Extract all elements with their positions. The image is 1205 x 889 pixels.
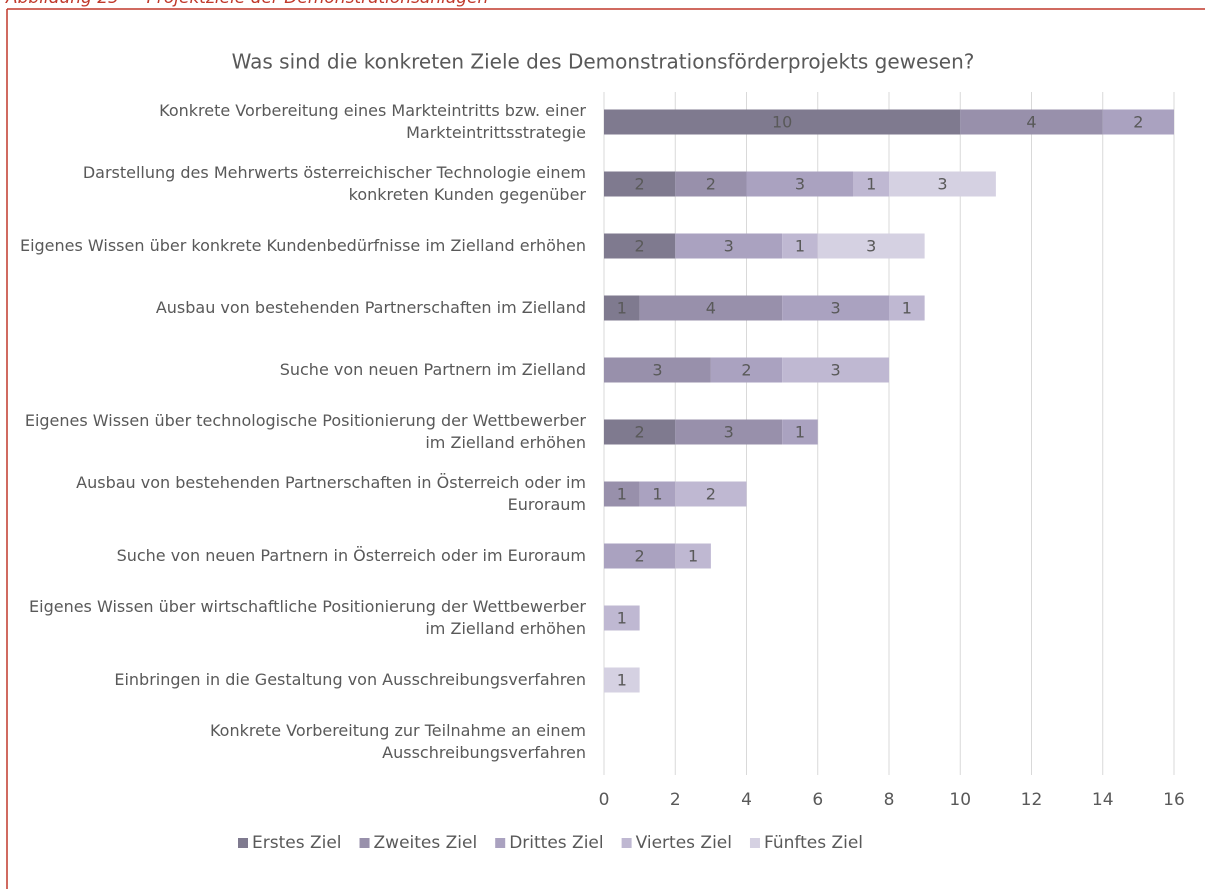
data-label: 2 xyxy=(741,361,751,380)
bar-segment xyxy=(1102,109,1174,135)
data-label: 3 xyxy=(724,423,734,442)
bar-segment xyxy=(710,357,783,383)
data-label: 3 xyxy=(866,237,876,256)
data-label: 3 xyxy=(830,361,840,380)
category-label: Ausbau von bestehenden Partnerschaften i… xyxy=(155,298,586,317)
bar-segment xyxy=(889,295,925,321)
category-label: Eigenes Wissen über wirtschaftliche Posi… xyxy=(29,597,586,638)
category-label: Konkrete Vorbereitung zur Teilnahme an e… xyxy=(209,721,586,762)
bar-segment xyxy=(960,109,1103,135)
data-label: 4 xyxy=(706,299,716,318)
bar-segment xyxy=(604,109,961,135)
data-label: 3 xyxy=(937,175,947,194)
data-label: 2 xyxy=(1133,113,1143,132)
data-label: 1 xyxy=(688,547,698,566)
x-tick-label: 10 xyxy=(949,790,971,810)
data-label: 2 xyxy=(635,175,645,194)
bar-segment xyxy=(604,667,640,693)
data-label: 2 xyxy=(706,485,716,504)
category-label: Eigenes Wissen über technologische Posit… xyxy=(24,411,586,452)
bar-segment xyxy=(782,357,889,383)
data-label: 1 xyxy=(866,175,876,194)
bar-segment xyxy=(675,543,711,569)
data-label: 1 xyxy=(795,237,805,256)
bar-segment xyxy=(675,171,747,197)
bar-segment xyxy=(604,543,676,569)
x-tick-label: 14 xyxy=(1092,790,1114,810)
data-label: 1 xyxy=(795,423,805,442)
data-label: 1 xyxy=(617,609,627,628)
bar-segment xyxy=(604,295,640,321)
data-label: 2 xyxy=(706,175,716,194)
legend-label: Erstes Ziel xyxy=(252,833,342,853)
legend-swatch xyxy=(621,838,632,848)
category-label: Suche von neuen Partnern in Österreich o… xyxy=(116,546,586,565)
x-tick-label: 16 xyxy=(1163,790,1185,810)
x-tick-label: 0 xyxy=(599,790,610,810)
category-label: Darstellung des Mehrwerts österreichisch… xyxy=(82,163,586,204)
x-tick-label: 12 xyxy=(1021,790,1043,810)
data-label: 2 xyxy=(635,547,645,566)
caption: Abbildung 25 — Projektziele der Demonstr… xyxy=(6,0,488,8)
data-label: 1 xyxy=(617,485,627,504)
bar-segment xyxy=(889,171,996,197)
legend-swatch xyxy=(749,838,760,848)
legend-label: Fünftes Ziel xyxy=(764,833,863,853)
bar-segment xyxy=(604,233,676,259)
category-label: Konkrete Vorbereitung eines Markteintrit… xyxy=(159,101,586,142)
data-label: 3 xyxy=(724,237,734,256)
data-label: 1 xyxy=(652,485,662,504)
chart-title: Was sind die konkreten Ziele des Demonst… xyxy=(232,50,975,74)
bar-segment xyxy=(782,233,818,259)
data-label: 10 xyxy=(772,113,792,132)
data-label: 4 xyxy=(1026,113,1036,132)
x-tick-label: 4 xyxy=(741,790,752,810)
bar-segment xyxy=(604,419,676,445)
bar-segment xyxy=(604,171,676,197)
data-label: 3 xyxy=(830,299,840,318)
x-tick-label: 8 xyxy=(884,790,895,810)
category-label: Ausbau von bestehenden Partnerschaften i… xyxy=(76,473,586,514)
legend-label: Drittes Ziel xyxy=(509,833,603,853)
x-tick-label: 2 xyxy=(670,790,681,810)
bar-segment xyxy=(675,233,783,259)
legend-swatch xyxy=(238,838,248,848)
bar-segment xyxy=(604,481,640,507)
data-label: 1 xyxy=(617,299,627,318)
bar-segment xyxy=(604,357,711,383)
data-label: 3 xyxy=(795,175,805,194)
bar-segment xyxy=(746,171,854,197)
bar-segment xyxy=(782,295,889,321)
category-label: Suche von neuen Partnern im Zielland xyxy=(279,360,586,379)
bar-segment xyxy=(639,481,676,507)
data-label: 1 xyxy=(617,671,627,690)
bar-segment xyxy=(639,295,783,321)
bar-segment xyxy=(604,605,640,631)
legend-label: Viertes Ziel xyxy=(636,833,732,853)
data-label: 2 xyxy=(635,237,645,256)
bar-segment xyxy=(817,233,925,259)
bar-segment xyxy=(675,481,747,507)
data-label: 3 xyxy=(652,361,662,380)
data-label: 1 xyxy=(902,299,912,318)
category-label: Einbringen in die Gestaltung von Ausschr… xyxy=(114,670,586,689)
bar-segment xyxy=(782,419,818,445)
legend-swatch xyxy=(495,838,506,848)
category-label: Eigenes Wissen über konkrete Kundenbedür… xyxy=(19,236,586,255)
data-label: 2 xyxy=(635,423,645,442)
bar-segment xyxy=(675,419,783,445)
bar-segment xyxy=(853,171,889,197)
legend-label: Zweites Ziel xyxy=(374,833,478,853)
legend-swatch xyxy=(359,838,370,848)
x-tick-label: 6 xyxy=(812,790,823,810)
